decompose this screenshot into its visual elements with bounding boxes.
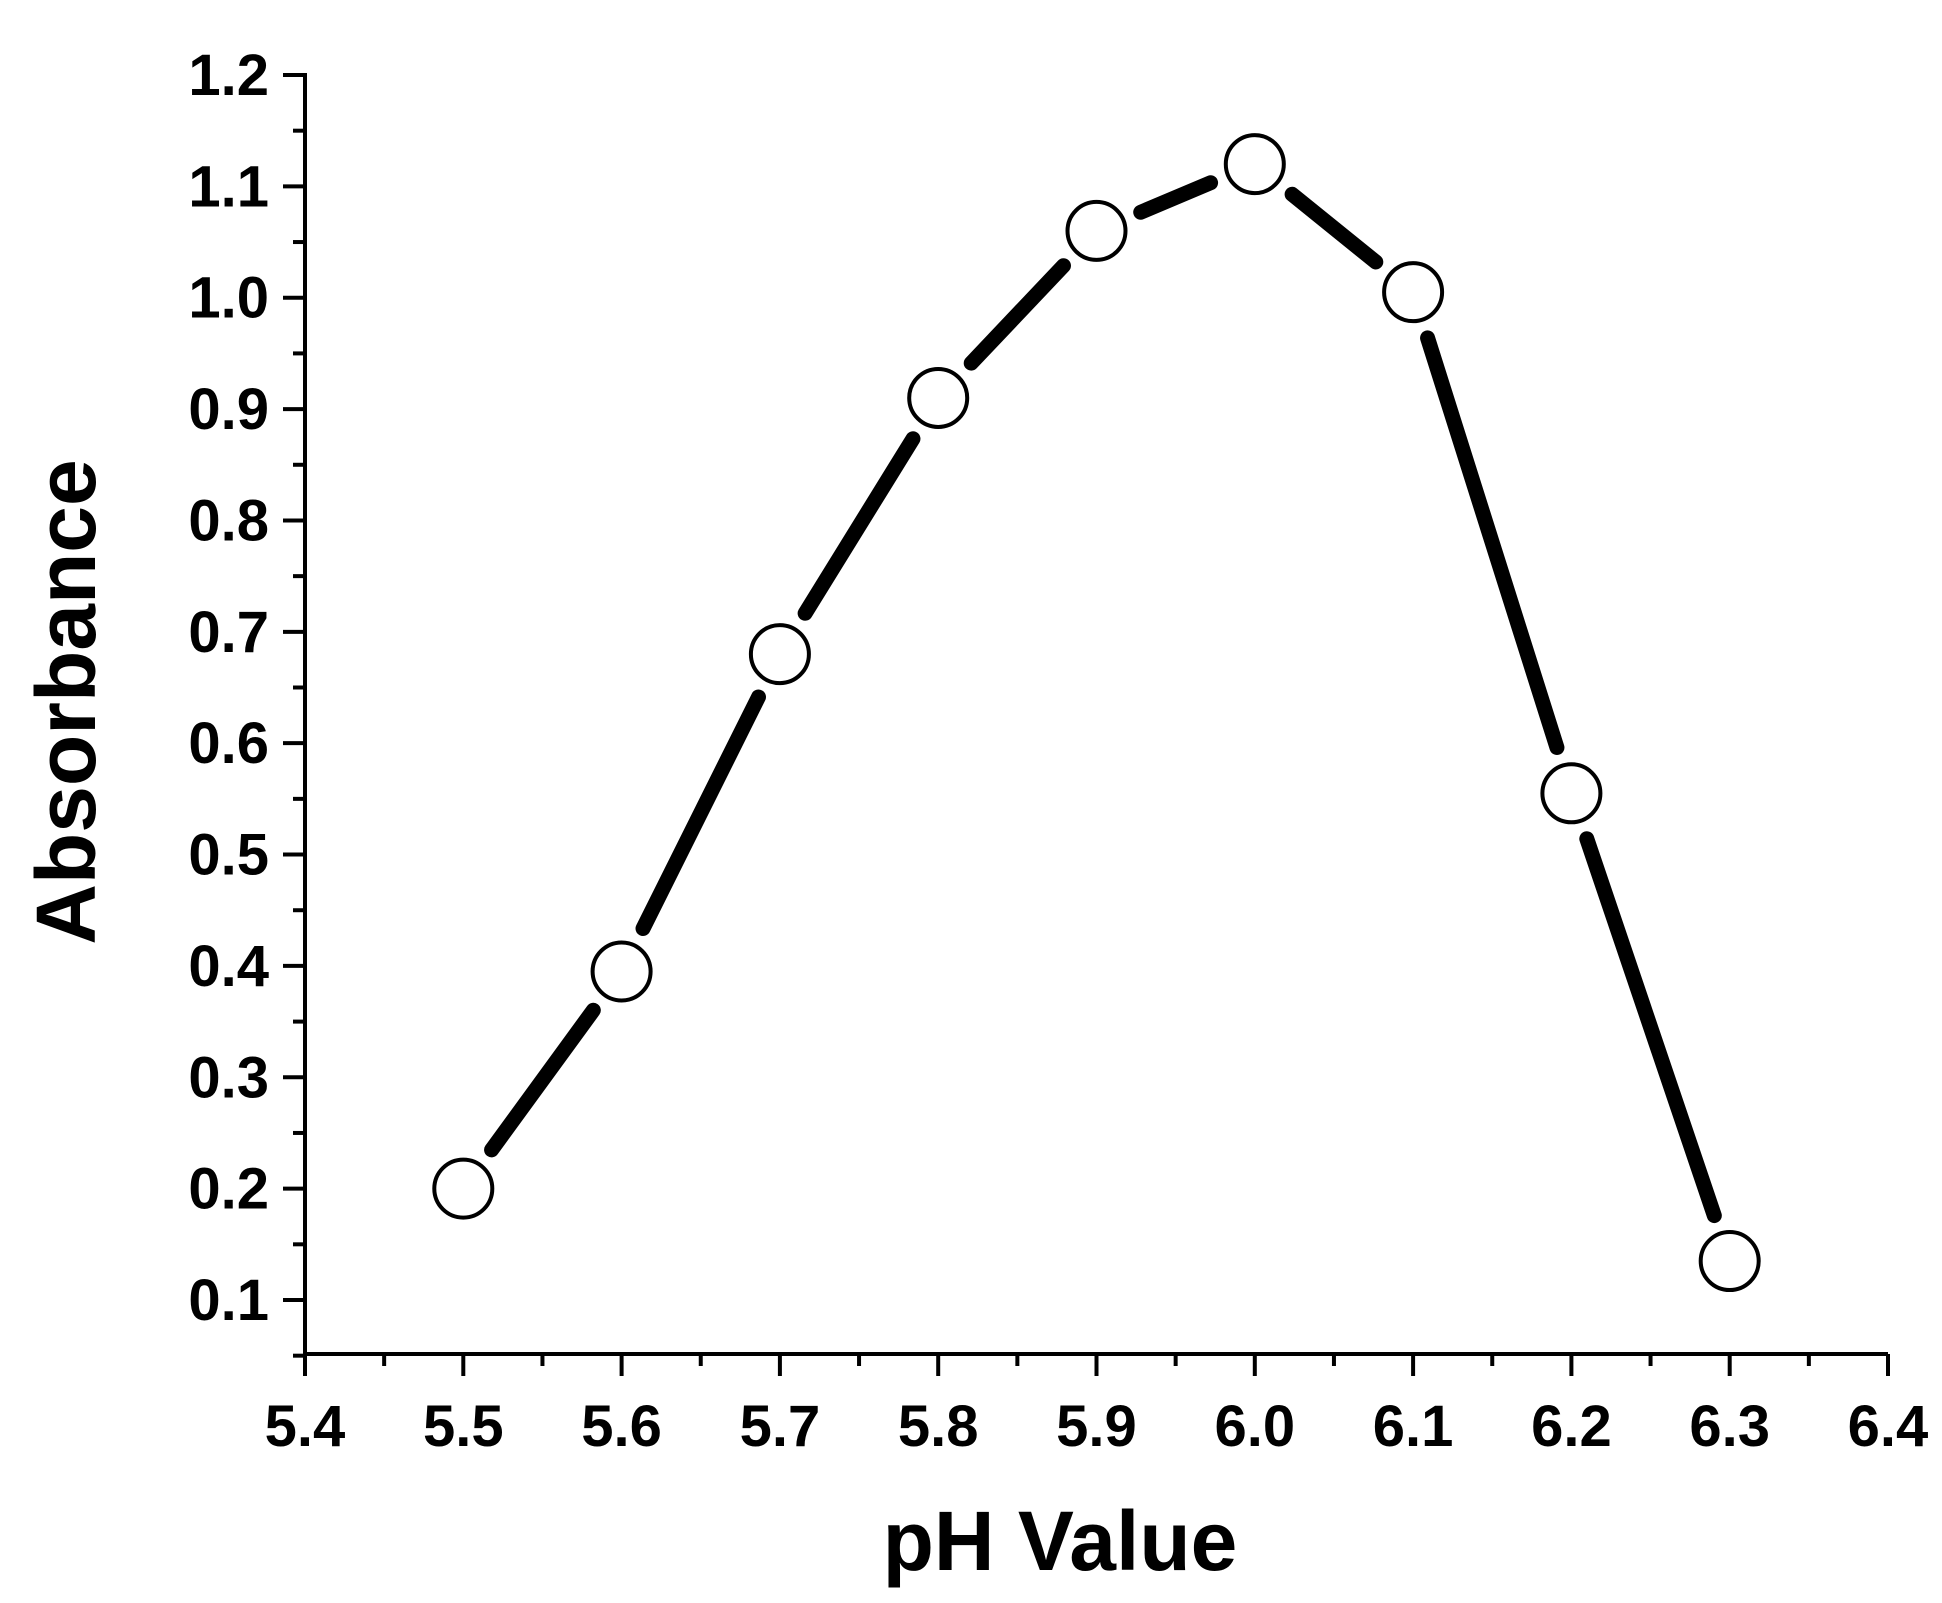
series-line-segment bbox=[797, 431, 921, 621]
data-point-marker bbox=[1223, 133, 1286, 196]
y-tick-label: 0.3 bbox=[188, 1045, 269, 1110]
data-point-marker bbox=[432, 1157, 495, 1220]
series-line-segment bbox=[1284, 186, 1384, 270]
y-tick-label: 0.4 bbox=[188, 934, 269, 999]
y-tick-label: 0.5 bbox=[188, 823, 269, 888]
series-line-segment bbox=[635, 689, 766, 937]
x-tick-label: 6.2 bbox=[1531, 1394, 1612, 1459]
axes bbox=[303, 73, 1888, 1356]
data-point-marker bbox=[907, 366, 970, 429]
data-series bbox=[432, 133, 1761, 1293]
x-axis-title: pH Value bbox=[883, 1494, 1238, 1588]
y-tick-label: 0.7 bbox=[188, 600, 269, 665]
y-tick-label: 1.2 bbox=[188, 43, 269, 108]
x-tick-label: 5.7 bbox=[740, 1394, 821, 1459]
ticks: 5.4 5.5 5.6 5.7 5.8 5.9 6.0 6.1 6.2 6.3 6.4 0.1 0.2 0… bbox=[188, 43, 1928, 1459]
y-tick-label: 1.0 bbox=[188, 266, 269, 331]
y-tick-label: 0.9 bbox=[188, 377, 269, 442]
x-tick-label: 5.6 bbox=[581, 1394, 662, 1459]
series-line-segment bbox=[1420, 330, 1565, 756]
data-point-marker bbox=[1382, 261, 1445, 324]
y-tick-label: 0.8 bbox=[188, 488, 269, 553]
x-tick-label: 5.8 bbox=[898, 1394, 979, 1459]
data-point-marker bbox=[1065, 199, 1128, 262]
y-tick-label: 0.1 bbox=[188, 1268, 269, 1333]
x-tick-label: 6.1 bbox=[1373, 1394, 1454, 1459]
y-tick-label: 0.2 bbox=[188, 1157, 269, 1222]
data-point-marker bbox=[1698, 1230, 1761, 1293]
x-tick-label: 6.4 bbox=[1848, 1394, 1929, 1459]
series-line-segment bbox=[1133, 175, 1219, 220]
y-tick-label: 0.6 bbox=[188, 711, 269, 776]
series-line-segment bbox=[963, 258, 1071, 371]
x-tick-label: 5.9 bbox=[1056, 1394, 1137, 1459]
y-tick-label: 1.1 bbox=[188, 154, 269, 219]
x-tick-label: 6.0 bbox=[1214, 1394, 1295, 1459]
x-tick-label: 5.5 bbox=[423, 1394, 504, 1459]
y-axis-title: Absorbance bbox=[19, 459, 113, 944]
data-point-marker bbox=[1540, 762, 1603, 825]
series-line-segment bbox=[1579, 831, 1722, 1224]
x-tick-label: 5.4 bbox=[265, 1394, 346, 1459]
x-tick-label: 6.3 bbox=[1689, 1394, 1770, 1459]
data-point-marker bbox=[590, 940, 653, 1003]
series-line-segment bbox=[484, 1002, 601, 1158]
data-point-marker bbox=[748, 623, 811, 686]
